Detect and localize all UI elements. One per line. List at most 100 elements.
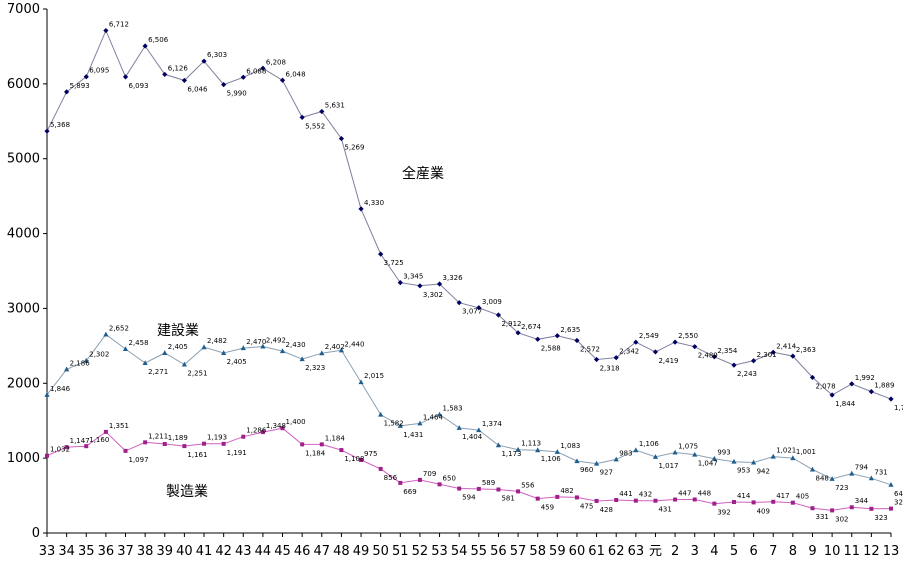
data-label-manufacturing: 428 — [600, 506, 613, 514]
data-point-manufacturing — [830, 508, 835, 513]
data-label-construction: 953 — [737, 467, 750, 475]
x-tick-label: 2 — [671, 544, 679, 559]
data-point-manufacturing — [84, 444, 89, 449]
data-label-manufacturing: 709 — [423, 470, 436, 478]
data-point-all-industries — [240, 74, 246, 80]
data-label-construction: 1,047 — [698, 460, 718, 468]
x-tick-label: 50 — [372, 544, 389, 559]
data-point-construction — [633, 447, 639, 453]
chart-axes — [46, 9, 891, 534]
series-layer — [44, 27, 894, 513]
data-point-manufacturing — [417, 477, 422, 482]
data-point-construction — [849, 470, 855, 476]
data-point-all-industries — [554, 333, 560, 339]
data-label-construction: 2,271 — [148, 368, 168, 376]
data-label-manufacturing: 556 — [521, 481, 535, 489]
data-point-all-industries — [672, 339, 678, 345]
data-label-construction: 2,458 — [129, 339, 149, 347]
data-label-manufacturing: 650 — [443, 474, 456, 482]
data-point-construction — [397, 423, 403, 428]
data-label-all-industries: 6,048 — [286, 70, 306, 78]
data-label-all-industries: 6,093 — [129, 82, 149, 90]
data-label-construction: 723 — [835, 484, 848, 492]
data-point-all-industries — [535, 336, 541, 342]
data-point-construction — [456, 425, 462, 430]
data-label-all-industries: 2,489 — [698, 352, 718, 360]
data-point-construction — [868, 475, 874, 481]
x-tick-label: 60 — [569, 544, 586, 559]
data-label-construction: 2,015 — [364, 372, 384, 380]
data-label-manufacturing: 1,351 — [109, 422, 129, 430]
series-line-all-industries — [46, 29, 892, 400]
data-point-manufacturing — [594, 498, 599, 503]
data-label-construction: 2,251 — [187, 369, 207, 377]
data-label-all-industries: 6,208 — [266, 58, 286, 66]
data-point-all-industries — [790, 353, 796, 359]
x-tick-label: 40 — [176, 544, 193, 559]
data-label-construction: 960 — [580, 466, 593, 474]
data-point-manufacturing — [810, 506, 815, 511]
data-label-all-industries: 3,077 — [462, 308, 482, 316]
x-tick-label: 35 — [78, 544, 95, 559]
data-point-construction — [574, 458, 580, 464]
data-point-manufacturing — [221, 441, 226, 446]
data-label-all-industries: 2,912 — [501, 320, 521, 328]
data-point-manufacturing — [516, 489, 521, 494]
data-label-all-industries: 3,345 — [403, 273, 423, 281]
data-label-construction: 1,106 — [639, 440, 660, 448]
x-tick-label: 57 — [510, 544, 527, 559]
data-label-all-industries: 5,269 — [344, 144, 364, 152]
x-tick-label: 41 — [196, 544, 213, 559]
data-label-manufacturing: 1,286 — [246, 427, 267, 435]
data-point-all-industries — [162, 71, 168, 78]
data-point-all-industries — [260, 65, 266, 71]
x-tick-label: 4 — [710, 544, 718, 559]
data-point-construction — [809, 466, 816, 472]
data-label-all-industries: 2,588 — [541, 344, 561, 352]
data-label-manufacturing: 1,032 — [50, 446, 70, 454]
data-point-manufacturing — [535, 496, 540, 501]
data-point-manufacturing — [889, 506, 893, 511]
data-point-all-industries — [358, 206, 364, 212]
data-point-all-industries — [652, 349, 659, 355]
data-point-construction — [142, 360, 148, 365]
data-label-manufacturing: 1,184 — [325, 434, 346, 442]
data-label-all-industries: 3,009 — [482, 298, 502, 306]
data-point-construction — [770, 453, 776, 459]
data-point-all-industries — [319, 108, 325, 115]
data-label-construction: 1,374 — [482, 420, 503, 428]
data-point-manufacturing — [398, 480, 403, 485]
x-tick-label: 33 — [39, 544, 56, 559]
data-point-all-industries — [829, 392, 835, 398]
x-tick-label: 11 — [843, 544, 860, 559]
data-point-construction — [731, 458, 737, 464]
data-point-construction — [378, 411, 384, 417]
data-label-manufacturing: 1,097 — [129, 456, 149, 464]
data-point-construction — [299, 356, 305, 362]
data-label-all-industries: 5,368 — [50, 121, 70, 129]
data-point-construction — [64, 366, 70, 372]
data-point-all-industries — [770, 349, 776, 355]
data-label-manufacturing: 594 — [462, 494, 476, 502]
series-line-construction — [46, 333, 892, 486]
data-label-all-industries: 2,572 — [580, 345, 600, 353]
data-label-construction: 1,583 — [443, 405, 463, 413]
data-point-construction — [888, 481, 894, 487]
data-label-all-industries: 6,046 — [187, 85, 208, 93]
x-tick-label: 42 — [215, 544, 232, 559]
data-point-manufacturing — [869, 506, 874, 511]
x-tick-label: 45 — [274, 544, 291, 559]
data-label-manufacturing: 459 — [541, 504, 554, 512]
data-point-manufacturing — [437, 482, 442, 487]
data-label-construction: 2,652 — [109, 324, 129, 332]
data-label-construction: 927 — [600, 469, 613, 477]
x-tick-label: 49 — [353, 544, 370, 559]
data-label-construction: 2,405 — [168, 343, 188, 351]
data-label-manufacturing: 414 — [737, 492, 751, 500]
data-point-all-industries — [221, 82, 227, 88]
data-label-manufacturing: 392 — [717, 509, 730, 517]
x-tick-label: 8 — [789, 544, 797, 559]
data-point-manufacturing — [241, 434, 246, 439]
data-point-construction — [652, 454, 659, 459]
data-label-manufacturing: 1,189 — [168, 434, 188, 442]
